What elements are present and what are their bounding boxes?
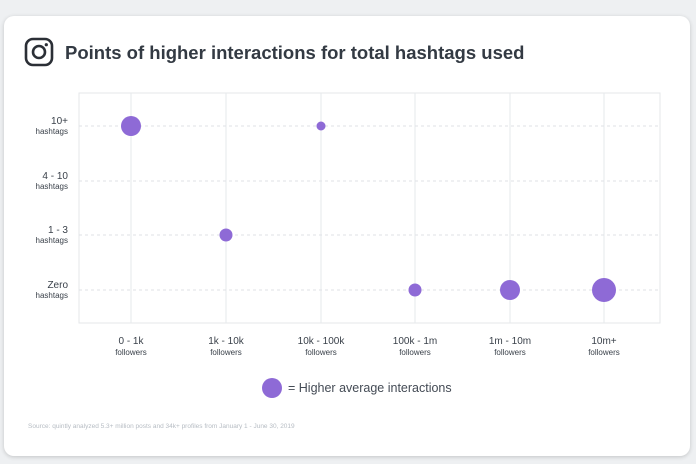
y-tick-label: Zero [47, 280, 68, 291]
y-tick-sublabel: hashtags [36, 182, 68, 191]
x-tick-sublabel: followers [588, 348, 620, 357]
data-point [121, 116, 141, 136]
data-points [121, 116, 616, 302]
plot-area [78, 92, 661, 324]
x-tick-sublabel: followers [305, 348, 337, 357]
source-note: Source: quintly analyzed 5.3+ million po… [28, 423, 295, 430]
x-tick-label: 10m+ [591, 336, 616, 347]
x-tick-label: 1m - 10m [489, 336, 531, 347]
y-tick-label: 4 - 10 [42, 171, 68, 182]
x-tick-label: 100k - 1m [393, 336, 437, 347]
data-point [219, 228, 233, 242]
legend-label: = Higher average interactions [288, 381, 452, 395]
y-tick-sublabel: hashtags [36, 236, 68, 245]
x-tick-label: 0 - 1k [118, 336, 144, 347]
x-tick-sublabel: followers [210, 348, 242, 357]
y-tick-sublabel: hashtags [36, 127, 68, 136]
data-point [592, 278, 616, 302]
y-tick-label: 10+ [51, 116, 68, 127]
x-tick-sublabel: followers [399, 348, 431, 357]
y-tick-label: 1 - 3 [48, 225, 68, 236]
legend-marker [262, 378, 282, 398]
x-tick-sublabel: followers [494, 348, 526, 357]
data-point [408, 283, 422, 297]
x-tick-sublabel: followers [115, 348, 147, 357]
x-tick-label: 10k - 100k [298, 336, 346, 347]
chart-title: Points of higher interactions for total … [65, 42, 525, 63]
instagram-icon [24, 37, 54, 67]
y-tick-sublabel: hashtags [36, 291, 68, 300]
data-point [316, 121, 326, 131]
data-point [500, 280, 520, 300]
legend: = Higher average interactions [262, 378, 452, 398]
x-tick-label: 1k - 10k [208, 336, 245, 347]
